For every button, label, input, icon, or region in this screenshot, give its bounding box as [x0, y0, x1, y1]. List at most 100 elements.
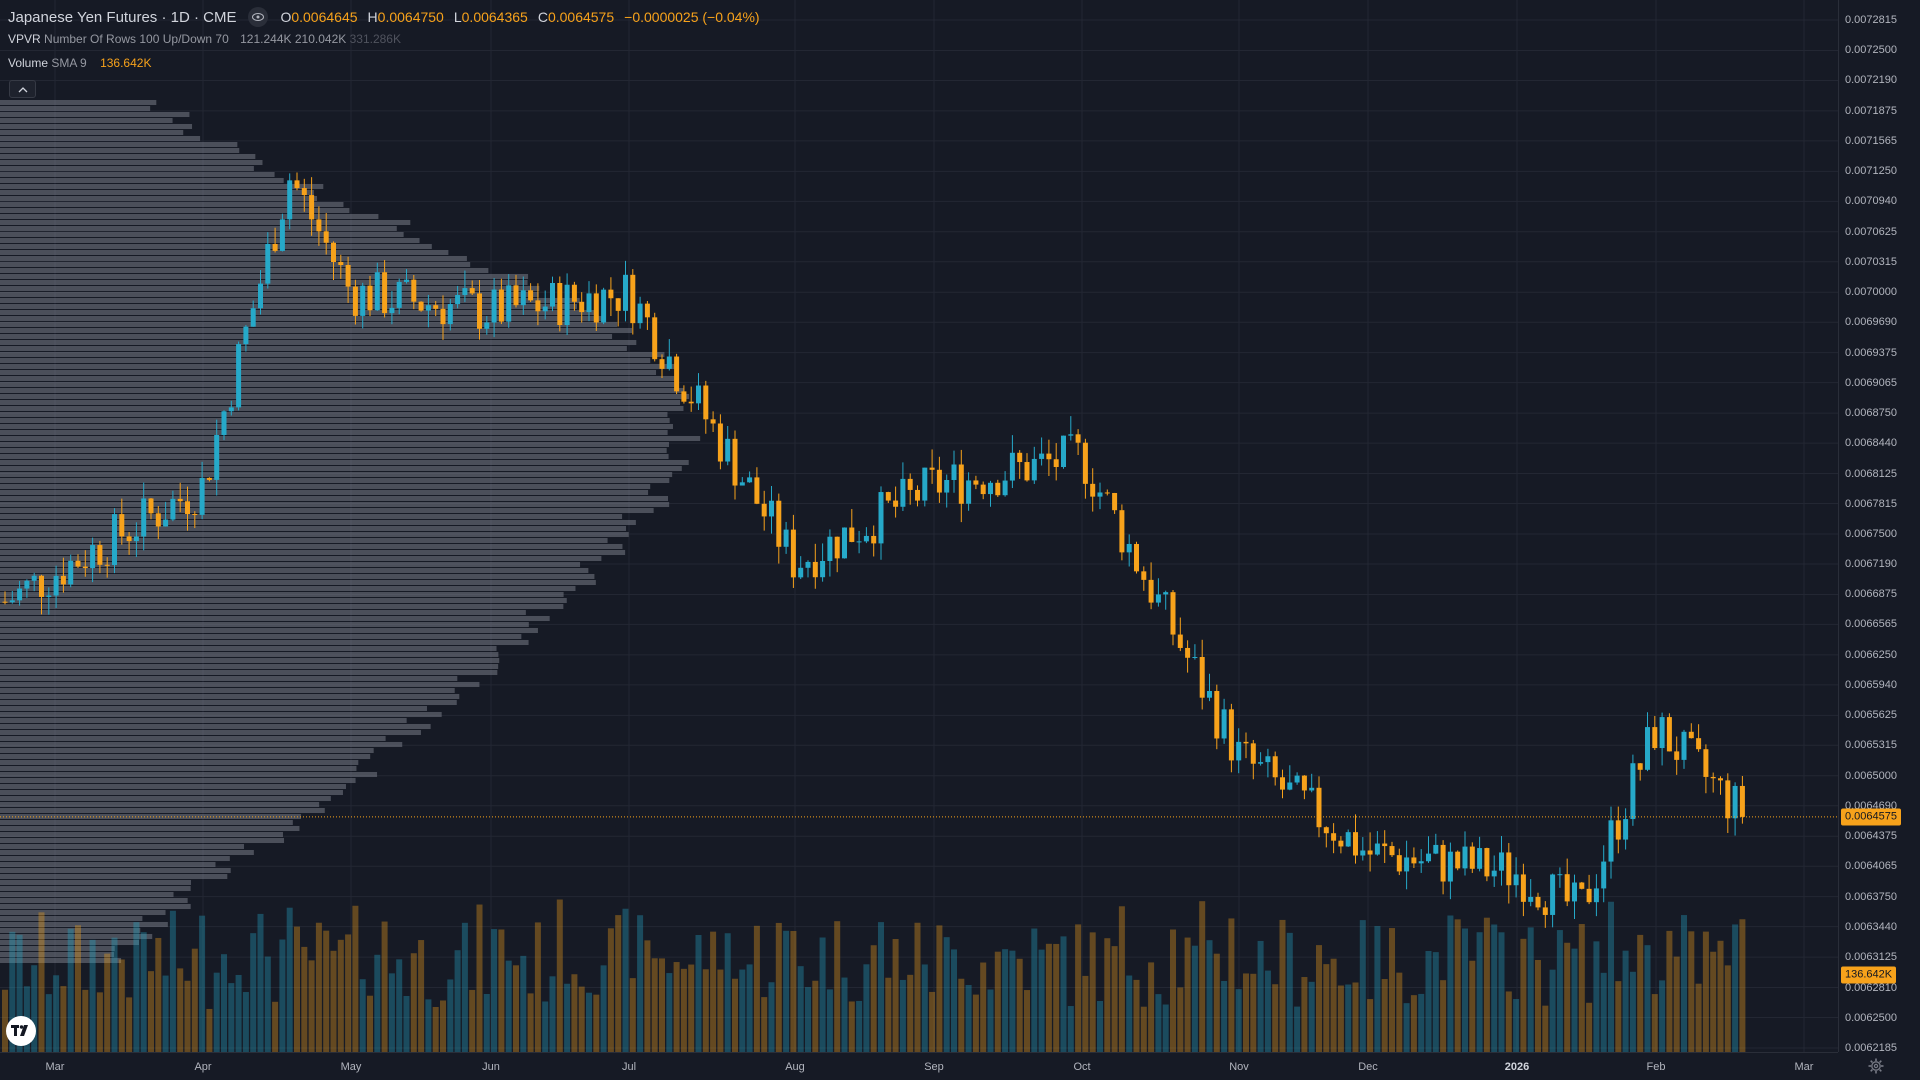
candle-body: [1389, 846, 1395, 856]
collapse-legend-button[interactable]: [9, 80, 36, 98]
candle-body: [1214, 691, 1220, 739]
candle-body: [579, 301, 585, 313]
candle-body: [564, 284, 570, 326]
candle-body: [192, 514, 198, 516]
volume-profile-row: [0, 358, 651, 363]
volume-profile-row: [0, 316, 603, 321]
volume-profile-row: [0, 850, 254, 855]
eye-icon[interactable]: [248, 7, 269, 27]
volume-profile-row: [0, 958, 122, 963]
volume-bar: [797, 966, 804, 1052]
volume-profile-row: [0, 454, 669, 459]
volume-profile-row: [0, 760, 359, 765]
volume-bar: [929, 991, 936, 1052]
price-tick-label: 0.0071565: [1845, 134, 1897, 147]
volume-bar: [1520, 938, 1527, 1052]
volume-profile-row: [0, 946, 115, 951]
candle-body: [659, 359, 665, 369]
candle-body: [155, 513, 161, 527]
volume-bar: [1104, 938, 1111, 1052]
volume-bar: [206, 1008, 213, 1052]
price-tick-label: 0.0065315: [1845, 739, 1897, 752]
volume-bar: [1184, 937, 1191, 1052]
candle-body: [258, 283, 263, 309]
symbol-title[interactable]: Japanese Yen Futures · 1D · CME: [8, 8, 237, 26]
volume-bar: [1359, 920, 1366, 1052]
candle-body: [1367, 850, 1373, 855]
volume-bar: [257, 913, 264, 1052]
candle-body: [827, 536, 833, 561]
candle-body: [1053, 459, 1059, 468]
candle-body: [17, 588, 23, 601]
volume-profile-row: [0, 922, 168, 927]
chart-plot-area[interactable]: Japanese Yen Futures · 1D · CME O0.00646…: [0, 0, 1838, 1052]
tradingview-logo-icon[interactable]: [6, 1016, 36, 1046]
candle-body: [374, 272, 380, 311]
volume-bar: [96, 992, 103, 1052]
volume-bar: [169, 910, 176, 1052]
price-axis[interactable]: 0.0072815 0.0072500 0.0072190 0.0071875 0.00…: [1838, 0, 1920, 1054]
time-axis[interactable]: Mar Apr May Jun Jul Aug Sep Oct Nov Dec 2026 Feb Mar: [0, 1052, 1838, 1080]
volume-profile-row: [0, 928, 141, 933]
volume-profile-row: [0, 178, 284, 183]
candle-body: [776, 500, 782, 547]
ohlc-change: −0.0000025 (−0.04%): [624, 9, 760, 25]
candle-body: [484, 322, 490, 329]
volume-bar: [1264, 970, 1271, 1052]
volume-bar: [761, 997, 768, 1052]
volume-profile-row: [0, 544, 623, 549]
volume-bar: [9, 931, 16, 1052]
candle-body: [1221, 709, 1227, 739]
candle-body: [1404, 857, 1410, 872]
candle-body: [557, 282, 563, 326]
chart-canvas[interactable]: [0, 0, 1838, 1052]
gear-icon[interactable]: [1868, 1058, 1884, 1074]
candle-body: [1272, 756, 1278, 778]
volume-profile-row: [0, 934, 153, 939]
price-tick-label: 0.0070625: [1845, 225, 1897, 238]
volume-profile-row: [0, 112, 190, 117]
candle-body: [849, 527, 855, 542]
candle-body: [1739, 785, 1745, 817]
candle-body: [104, 564, 110, 566]
candle-body: [112, 514, 117, 566]
candle-body: [31, 575, 37, 581]
volume-bar: [549, 976, 556, 1052]
candle-body: [1090, 483, 1096, 497]
volume-bar: [301, 946, 308, 1052]
volume-bar: [1075, 924, 1082, 1052]
candle-body: [1572, 882, 1577, 902]
volume-profile-row: [0, 106, 151, 111]
candle-body: [177, 498, 183, 502]
volume-bar: [578, 986, 585, 1052]
price-tick-label: 0.0067815: [1845, 497, 1897, 510]
volume-profile-row: [0, 334, 613, 339]
candle-body: [717, 423, 723, 462]
volume-bar: [1133, 979, 1140, 1052]
volume-profile-row: [0, 628, 538, 633]
volume-bar: [1031, 928, 1038, 1052]
candle-body: [1039, 453, 1045, 459]
volume-profile-row: [0, 586, 576, 591]
volume-profile-row: [0, 394, 690, 399]
volume-bar: [367, 995, 373, 1052]
volume-profile-row: [0, 196, 318, 201]
volume-bar: [89, 939, 96, 1052]
volume-bar: [1651, 994, 1658, 1052]
price-tick-label: 0.0068750: [1845, 407, 1897, 420]
volume-bar: [936, 925, 943, 1052]
time-tick-label: Mar: [45, 1061, 65, 1073]
candle-body: [1645, 727, 1650, 770]
candle-body: [1666, 717, 1672, 752]
volume-bar: [1513, 999, 1520, 1052]
volume-bar: [1600, 972, 1607, 1052]
legend-volume[interactable]: Volume SMA 9 136.642K: [8, 56, 151, 70]
candle-body: [367, 285, 373, 311]
candle-body: [951, 464, 957, 480]
candle-body: [1287, 782, 1293, 790]
legend-vpvr[interactable]: VPVR Number Of Rows 100 Up/Down 70 121.2…: [8, 32, 401, 46]
price-tick-label: 0.0070315: [1845, 255, 1897, 268]
candle-body: [528, 290, 534, 301]
volume-profile-row: [0, 448, 667, 453]
